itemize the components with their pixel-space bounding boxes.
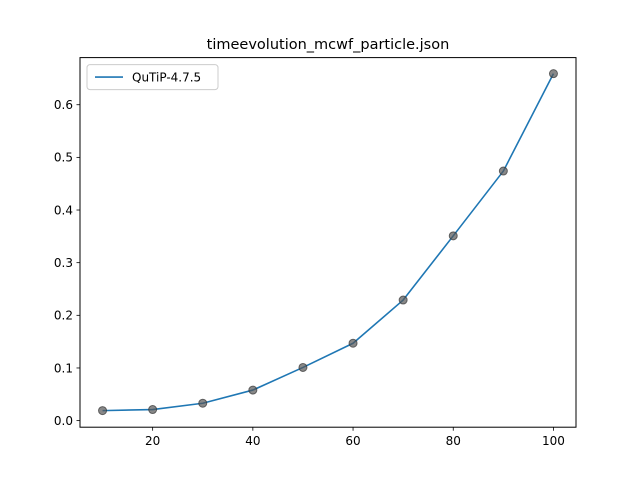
data-point [198, 398, 208, 408]
data-point [298, 362, 308, 372]
data-point [348, 338, 358, 348]
y-tick-label: 0.2 [54, 309, 73, 323]
x-tick-label: 40 [245, 434, 260, 448]
y-tick-label: 0.4 [54, 203, 73, 217]
y-tick-label: 0.5 [54, 151, 73, 165]
legend: QuTiP-4.7.5 [86, 64, 219, 91]
x-tick-label: 80 [446, 434, 461, 448]
data-point [448, 231, 458, 241]
data-point [148, 405, 158, 415]
x-tick-label: 20 [145, 434, 160, 448]
plot-frame [79, 57, 577, 428]
y-tick-label: 0.6 [54, 98, 73, 112]
plot-area [80, 57, 576, 428]
data-point [498, 166, 508, 176]
data-point [98, 406, 108, 416]
legend-label: QuTiP-4.7.5 [132, 70, 201, 84]
data-point [248, 385, 258, 395]
y-tick-label: 0.0 [54, 414, 73, 428]
data-point [548, 69, 558, 79]
x-axis: 20 40 60 80 100 [145, 427, 565, 448]
y-axis: 0.0 0.1 0.2 0.3 0.4 0.5 0.6 [54, 98, 80, 428]
legend-box [86, 64, 219, 91]
y-tick-label: 0.3 [54, 256, 73, 270]
x-tick-label: 100 [542, 434, 565, 448]
chart-title: timeevolution_mcwf_particle.json [207, 37, 450, 53]
data-point [398, 295, 408, 305]
series-layer [98, 69, 558, 416]
series-line [102, 73, 555, 412]
x-tick-label: 60 [345, 434, 360, 448]
y-tick-label: 0.1 [54, 361, 73, 375]
